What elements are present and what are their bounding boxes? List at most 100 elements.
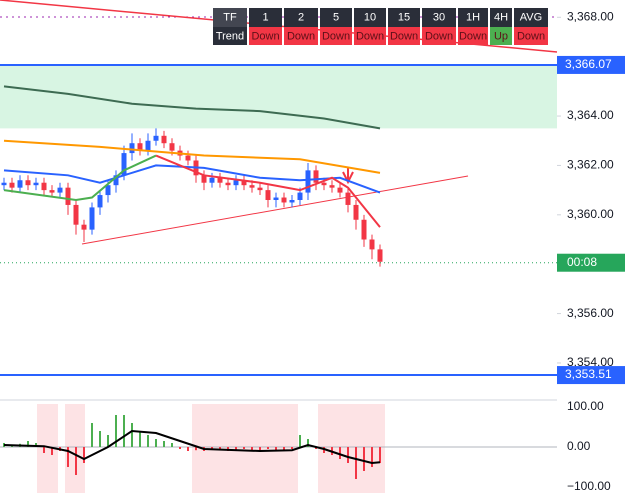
candle-body xyxy=(65,187,71,205)
candle-body xyxy=(17,180,23,188)
trend-text: Trend xyxy=(216,30,244,42)
candle-body xyxy=(217,177,223,183)
header-cell xyxy=(284,8,318,27)
trend-cell xyxy=(514,27,548,45)
candle-body xyxy=(57,187,63,193)
osc-bar xyxy=(27,441,29,447)
trend-table: TF 1 2 5 10 15 30 1H 4H AVG Trend Down Down Down Down D… xyxy=(213,8,548,45)
osc-bar xyxy=(51,447,53,455)
candle-body xyxy=(345,192,351,205)
header-cell xyxy=(320,8,352,27)
level-label: 3,366.07 xyxy=(565,57,612,71)
osc-bar xyxy=(131,423,133,447)
candle-body xyxy=(329,185,335,188)
osc-bar xyxy=(307,439,309,447)
candle-body xyxy=(113,175,119,186)
osc-bar xyxy=(163,441,165,447)
y-tick-label: 3,356.00 xyxy=(567,306,614,320)
header-cell xyxy=(514,8,548,27)
trend-text: Down xyxy=(390,30,418,42)
header-text: TF xyxy=(223,11,237,23)
osc-bar xyxy=(195,447,197,451)
y-tick-label: −100.00 xyxy=(567,479,611,493)
candle-body xyxy=(321,182,327,186)
osc-bar xyxy=(123,415,125,447)
indicator-line xyxy=(155,154,381,228)
trend-cell xyxy=(490,27,512,45)
header-text: 4H xyxy=(494,11,508,23)
osc-bar xyxy=(371,447,373,467)
candle-body xyxy=(233,180,239,186)
candle-body xyxy=(281,197,287,203)
candle-body xyxy=(9,182,15,188)
header-cell xyxy=(354,8,386,27)
trend-cell xyxy=(249,27,282,45)
candle-body xyxy=(361,219,367,240)
trend-text: Up xyxy=(494,30,508,42)
header-cell xyxy=(213,8,247,27)
header-cell xyxy=(458,8,488,27)
candle-body xyxy=(369,239,375,250)
candle-body xyxy=(353,204,359,220)
candle-body xyxy=(153,135,159,141)
candle-body xyxy=(129,143,135,154)
trend-line xyxy=(81,175,469,245)
header-text: 1 xyxy=(262,11,268,23)
candle-body xyxy=(209,177,215,183)
y-tick-label: 3,362.00 xyxy=(567,158,614,172)
header-text: 10 xyxy=(364,11,376,23)
region xyxy=(318,404,385,493)
osc-bar xyxy=(251,447,253,451)
osc-bar xyxy=(187,447,189,451)
osc-bar xyxy=(291,447,293,449)
osc-bar xyxy=(83,447,85,463)
candle-body xyxy=(249,185,255,188)
y-tick-label: 3,364.00 xyxy=(567,108,614,122)
countdown-box xyxy=(557,253,625,272)
countdown: 00:08 xyxy=(567,255,597,269)
candle-body xyxy=(49,190,55,193)
osc-bar xyxy=(75,447,77,475)
osc-bar xyxy=(275,447,277,451)
candle-body xyxy=(41,182,47,191)
header-cell xyxy=(490,8,512,27)
candle-body xyxy=(1,182,7,186)
osc-bar xyxy=(355,447,357,479)
osc-bar xyxy=(363,447,365,471)
osc-bar xyxy=(379,447,381,463)
osc-bar xyxy=(91,423,93,447)
candle-body xyxy=(33,182,39,186)
level-label: 3,353.51 xyxy=(565,367,612,381)
candle-body xyxy=(225,182,231,186)
candle-body xyxy=(89,207,95,230)
header-text: 30 xyxy=(433,11,445,23)
candle-body xyxy=(377,249,383,262)
candle-body xyxy=(265,190,271,200)
trend-text: Down xyxy=(251,30,279,42)
trend-text: Down xyxy=(322,30,350,42)
candle-body xyxy=(313,170,319,183)
candle-body xyxy=(73,204,79,225)
candle-body xyxy=(241,180,247,186)
osc-bar xyxy=(171,443,173,447)
candle-body xyxy=(161,135,167,144)
osc-bar xyxy=(259,447,261,451)
indicator-line xyxy=(3,164,381,194)
osc-bar xyxy=(43,447,45,453)
candle-body xyxy=(105,185,111,196)
osc-bar xyxy=(243,447,245,449)
candle-body xyxy=(81,224,87,230)
indicator-line xyxy=(3,429,381,465)
y-tick-label: 3,360.00 xyxy=(567,207,614,221)
trend-cell xyxy=(354,27,386,45)
header-cell xyxy=(249,8,282,27)
indicator-line xyxy=(3,154,157,202)
candle-body xyxy=(185,155,191,161)
osc-bar xyxy=(235,447,237,451)
header-cell xyxy=(422,8,456,27)
trend-cell xyxy=(284,27,318,45)
trend-text: Down xyxy=(517,30,545,42)
osc-bar xyxy=(299,435,301,447)
osc-bar xyxy=(99,431,101,447)
